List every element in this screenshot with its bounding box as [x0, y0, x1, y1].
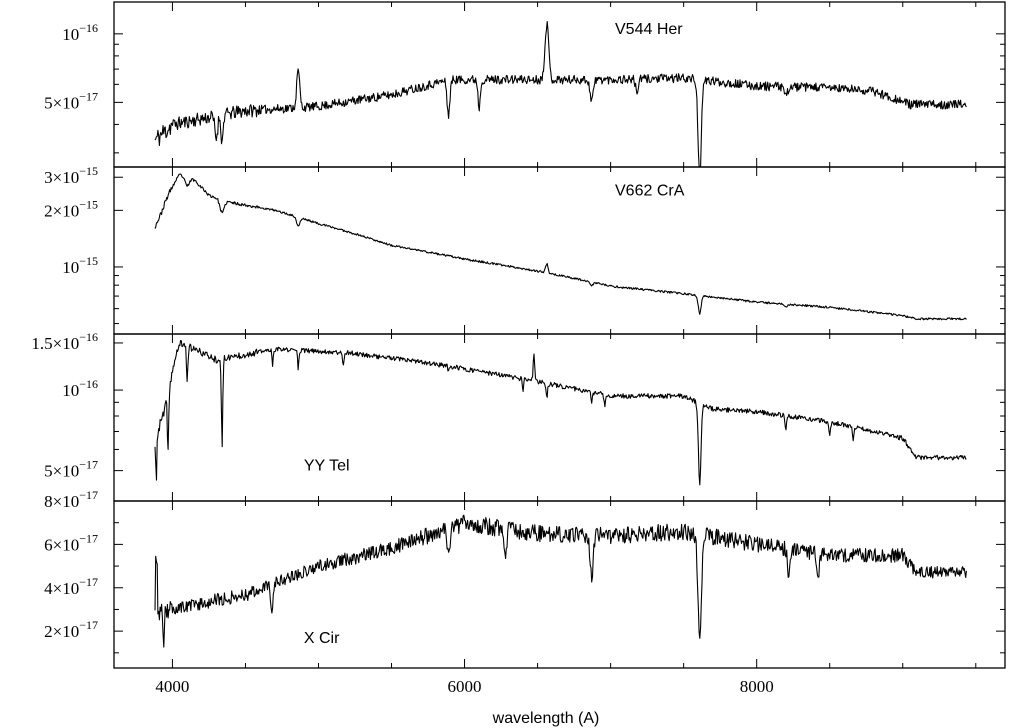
panel-frame	[113, 500, 1006, 669]
x-axis-label: wavelength (A)	[492, 710, 600, 727]
panel-v662-cra: 3×10−15 2×10−15 10−15 V662 CrA	[44, 164, 1006, 335]
y-tick-label: 2×10−17	[44, 618, 98, 641]
y-tick-label: 2×10−15	[44, 197, 98, 220]
y-tick-label: 8×10−17	[44, 488, 98, 511]
panel-frame	[113, 166, 1006, 335]
y-tick-label: 5×10−17	[44, 89, 98, 112]
star-label: X Cir	[304, 630, 340, 647]
star-label: V544 Her	[615, 21, 683, 38]
spectrum-line-x-cir	[154, 514, 967, 648]
spectrum-line-v662-cra	[154, 173, 967, 321]
panel-frame	[113, 1, 1006, 168]
y-tick-label: 10−15	[62, 254, 98, 277]
y-tick-label: 5×10−17	[44, 458, 98, 481]
y-tick-label: 1.5×10−16	[31, 330, 98, 353]
panel-frame	[113, 333, 1006, 502]
panels-layer: 10−16 5×10−17 V544 Her 3×10−15 2×10−15 10−15 V…	[31, 1, 1006, 669]
y-tick-label: 10−16	[62, 377, 98, 400]
y-tick-label: 10−16	[62, 21, 98, 44]
x-tick-label: 6000	[448, 677, 482, 696]
star-label: V662 CrA	[615, 182, 685, 199]
y-tick-label: 4×10−17	[44, 575, 98, 598]
y-tick-label: 3×10−15	[44, 164, 98, 187]
star-label: YY Tel	[304, 458, 350, 475]
panel-yy-tel: 1.5×10−16 10−16 5×10−17 YY Tel	[31, 330, 1006, 502]
spectrum-line-v544-her	[154, 20, 967, 168]
spectrum-line-yy-tel	[154, 339, 967, 486]
x-tick-label: 4000	[155, 677, 189, 696]
panel-x-cir: 8×10−17 6×10−17 4×10−17 2×10−17 X Cir	[44, 488, 1006, 669]
x-axis: 4000 6000 8000	[155, 677, 773, 696]
panel-v544-her: 10−16 5×10−17 V544 Her	[44, 1, 1006, 168]
x-tick-label: 8000	[740, 677, 774, 696]
y-tick-label: 6×10−17	[44, 531, 98, 554]
